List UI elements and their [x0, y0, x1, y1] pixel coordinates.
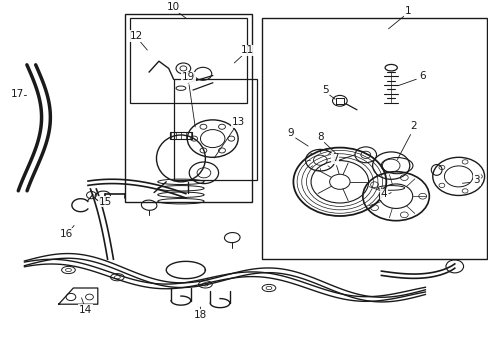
Text: 13: 13	[231, 117, 245, 127]
Text: 15: 15	[98, 197, 112, 207]
Text: 17: 17	[10, 89, 24, 99]
Text: 1: 1	[404, 6, 411, 16]
Text: 11: 11	[240, 45, 253, 55]
Text: 8: 8	[316, 132, 323, 142]
Text: 6: 6	[419, 71, 426, 81]
Bar	[173, 79, 256, 180]
Text: 3: 3	[472, 175, 479, 185]
Bar	[124, 14, 251, 202]
Text: 5: 5	[321, 85, 328, 95]
Text: 14: 14	[79, 305, 92, 315]
Text: 19: 19	[181, 72, 195, 82]
Text: 18: 18	[193, 310, 207, 320]
Text: 4: 4	[380, 189, 386, 199]
Text: 7: 7	[331, 153, 338, 163]
Text: 12: 12	[129, 31, 142, 41]
Text: 2: 2	[409, 121, 416, 131]
Text: 9: 9	[287, 128, 294, 138]
Bar	[129, 18, 246, 103]
Bar	[170, 132, 191, 139]
Text: 10: 10	[167, 2, 180, 12]
Bar	[261, 18, 486, 259]
Text: 16: 16	[59, 229, 73, 239]
